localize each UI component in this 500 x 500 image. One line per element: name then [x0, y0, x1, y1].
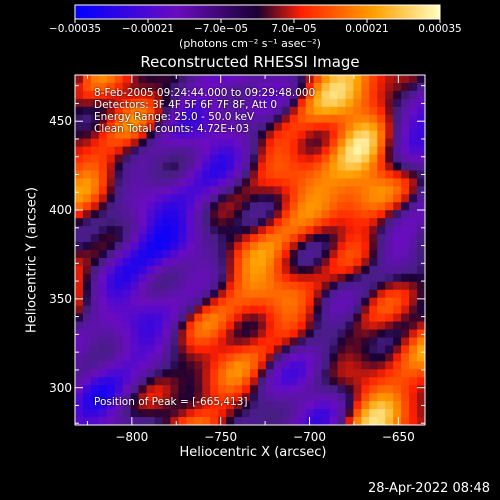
- y-tick-label: 350: [49, 291, 72, 306]
- peak-position-label: Position of Peak = [-665,413]: [94, 396, 248, 408]
- heatmap-image: [75, 75, 425, 425]
- colorbar-unit-label: (photons cm⁻² s⁻¹ asec⁻²): [179, 37, 321, 50]
- y-tick-label: 300: [49, 380, 72, 395]
- y-axis-label: Heliocentric Y (arcsec): [24, 187, 40, 333]
- colorbar-tick-label: −7.0e−05: [193, 23, 249, 35]
- annotation-time-range: 8-Feb-2005 09:24:44.000 to 09:29:48.000: [94, 87, 316, 99]
- colorbar-tick-label: 7.0e−05: [271, 23, 317, 35]
- axis-ticks: [75, 75, 425, 425]
- colorbar-tick-label: −0.00035: [48, 23, 102, 35]
- x-tick-label: −700: [293, 430, 326, 444]
- colorbar: [74, 4, 441, 20]
- x-tick-label: −800: [115, 430, 149, 444]
- timestamp: 28-Apr-2022 08:48: [368, 481, 490, 496]
- y-tick-label: 450: [49, 114, 72, 129]
- colorbar-tick-label: 0.00035: [418, 23, 462, 35]
- x-axis-label: Heliocentric X (arcsec): [179, 445, 327, 460]
- colorbar-ticks: [74, 19, 441, 23]
- colorbar-tick-label: −0.00021: [121, 23, 175, 35]
- plot-frame: [74, 74, 426, 426]
- colorbar-tick-label: 0.00021: [345, 23, 389, 35]
- y-tick-label: 400: [49, 203, 72, 218]
- annotation-detectors: Detectors: 3F 4F 5F 6F 7F 8F, Att 0: [94, 99, 278, 111]
- annotation-energy-range: Energy Range: 25.0 - 50.0 keV: [94, 111, 255, 123]
- x-tick-label: −750: [204, 430, 238, 444]
- x-tick-label: −650: [381, 430, 415, 444]
- chart-title: Reconstructed RHESSI Image: [140, 53, 360, 71]
- annotation-clean-counts: Clean Total counts: 4.72E+03: [94, 123, 250, 135]
